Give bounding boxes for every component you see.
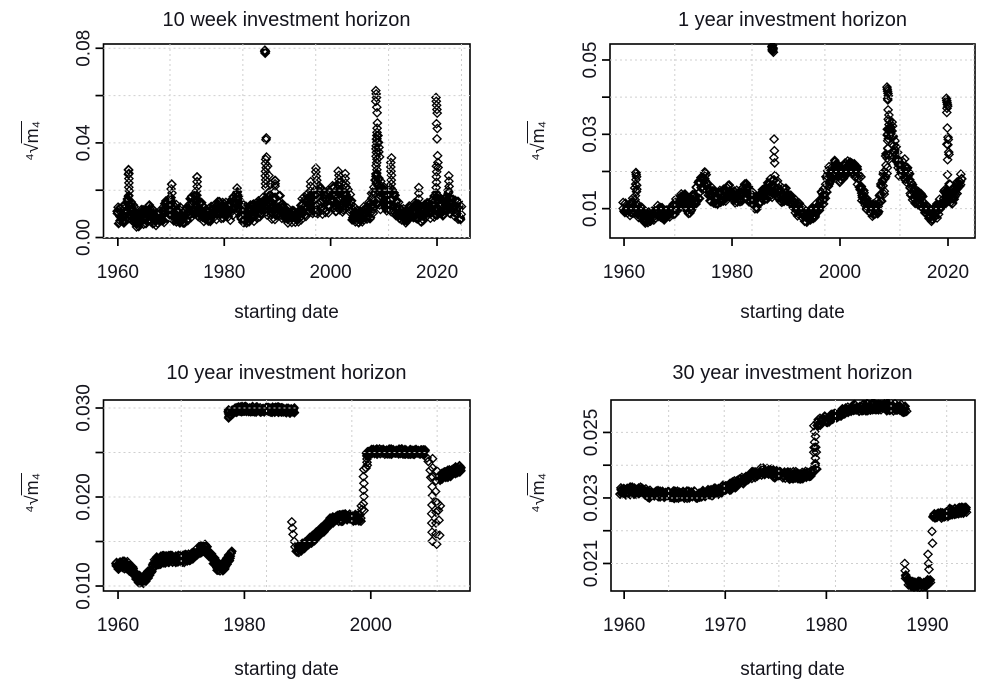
x-tick-label: 1960 [97, 262, 139, 283]
plot-border [610, 399, 976, 592]
y-tick-label: 0.025 [581, 409, 602, 457]
panel-title-ten-year: 10 year investment horizon [166, 362, 407, 384]
x-tick-label: 2000 [819, 262, 861, 283]
y-axis-label-one-year: ⁴√m₄ [527, 81, 549, 201]
y-tick-label: 0.05 [580, 41, 601, 78]
y-tick-label: 0.020 [74, 473, 95, 521]
x-tick-label: 1980 [805, 615, 847, 636]
x-tick-label: 1990 [906, 615, 948, 636]
y-tick-label: 0.010 [74, 562, 95, 610]
scatter-points [112, 45, 467, 232]
root-prefix: ⁴√ [528, 495, 548, 513]
x-tick-label: 1970 [704, 615, 746, 636]
y-tick-label: 0.04 [74, 124, 95, 161]
panel-thirty-year: 1960 1970 1980 1990 0.021 0.023 0.025 [581, 399, 976, 636]
y-tick-label: 0.01 [580, 190, 601, 227]
x-tick-label: 1960 [603, 615, 645, 636]
root-prefix: ⁴√ [528, 143, 548, 161]
x-axis-label-thirty-year: starting date [740, 659, 845, 680]
y-axis-label-ten-week: ⁴√m₄ [21, 81, 43, 201]
y-axis-label-thirty-year: ⁴√m₄ [527, 433, 549, 553]
root-radicand: m₄ [22, 121, 42, 144]
x-axis-label-one-year: starting date [740, 302, 845, 323]
y-tick-label: 0.08 [74, 30, 95, 67]
x-tick-label: 1960 [603, 262, 645, 283]
scatter-points [614, 399, 972, 592]
x-tick-label: 1980 [223, 615, 265, 636]
panel-title-thirty-year: 30 year investment horizon [672, 362, 913, 384]
plot-border [609, 43, 976, 239]
y-axis-label-ten-year: ⁴√m₄ [21, 433, 43, 553]
y-tick-label: 0.00 [74, 219, 95, 256]
x-tick-label: 1980 [203, 262, 245, 283]
y-tick-label: 0.03 [580, 116, 601, 153]
panel-title-ten-week: 10 week investment horizon [162, 9, 411, 31]
y-tick-label: 0.023 [581, 474, 602, 522]
root-radicand: m₄ [528, 121, 548, 144]
plot-border [102, 43, 471, 239]
root-prefix: ⁴√ [22, 143, 42, 161]
root-radicand: m₄ [528, 473, 548, 496]
panel-one-year: 1960 1980 2000 2020 0.01 0.03 0.05 [580, 41, 976, 283]
root-prefix: ⁴√ [22, 495, 42, 513]
panel-ten-week: 1960 1980 2000 2020 0.00 0.04 0.08 [74, 30, 471, 283]
plot-border [102, 399, 471, 592]
panel-title-one-year: 1 year investment horizon [677, 9, 907, 31]
x-tick-label: 2000 [309, 262, 351, 283]
x-tick-label: 1980 [711, 262, 753, 283]
x-axis-label-ten-week: starting date [234, 302, 339, 323]
x-tick-label: 1960 [97, 615, 139, 636]
y-tick-label: 0.021 [581, 540, 602, 588]
panel-ten-year: 1960 1980 2000 0.010 0.020 0.030 [74, 384, 471, 636]
x-tick-label: 2000 [350, 615, 392, 636]
scatter-points [618, 43, 967, 229]
x-tick-label: 2020 [927, 262, 969, 283]
y-tick-label: 0.030 [74, 384, 95, 432]
scatter-points [110, 401, 466, 589]
x-axis-label-ten-year: starting date [234, 659, 339, 680]
root-radicand: m₄ [22, 473, 42, 496]
x-tick-label: 2020 [416, 262, 458, 283]
